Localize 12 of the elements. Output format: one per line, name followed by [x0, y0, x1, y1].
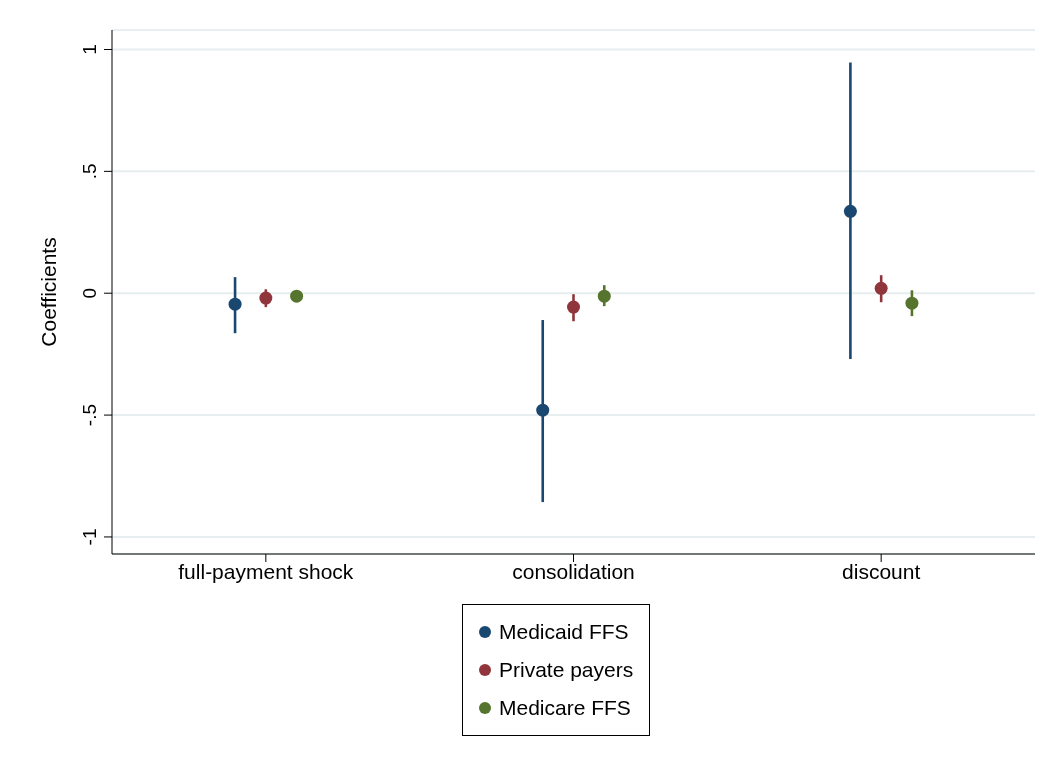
x-tick-label: consolidation — [512, 559, 635, 583]
x-tick-label: discount — [842, 559, 921, 583]
legend-label: Medicare FFS — [499, 696, 631, 720]
legend-label: Medicaid FFS — [499, 620, 629, 644]
y-tick-label: 1 — [79, 44, 100, 55]
y-tick-label: -.5 — [79, 403, 100, 427]
x-tick-label: full-payment shock — [178, 559, 354, 583]
legend-label: Private payers — [499, 658, 634, 682]
y-tick-label: 0 — [79, 287, 100, 299]
y-tick-label: .5 — [79, 163, 100, 180]
y-axis-title: Coefficients — [37, 237, 61, 347]
y-tick-label: -1 — [79, 528, 100, 546]
